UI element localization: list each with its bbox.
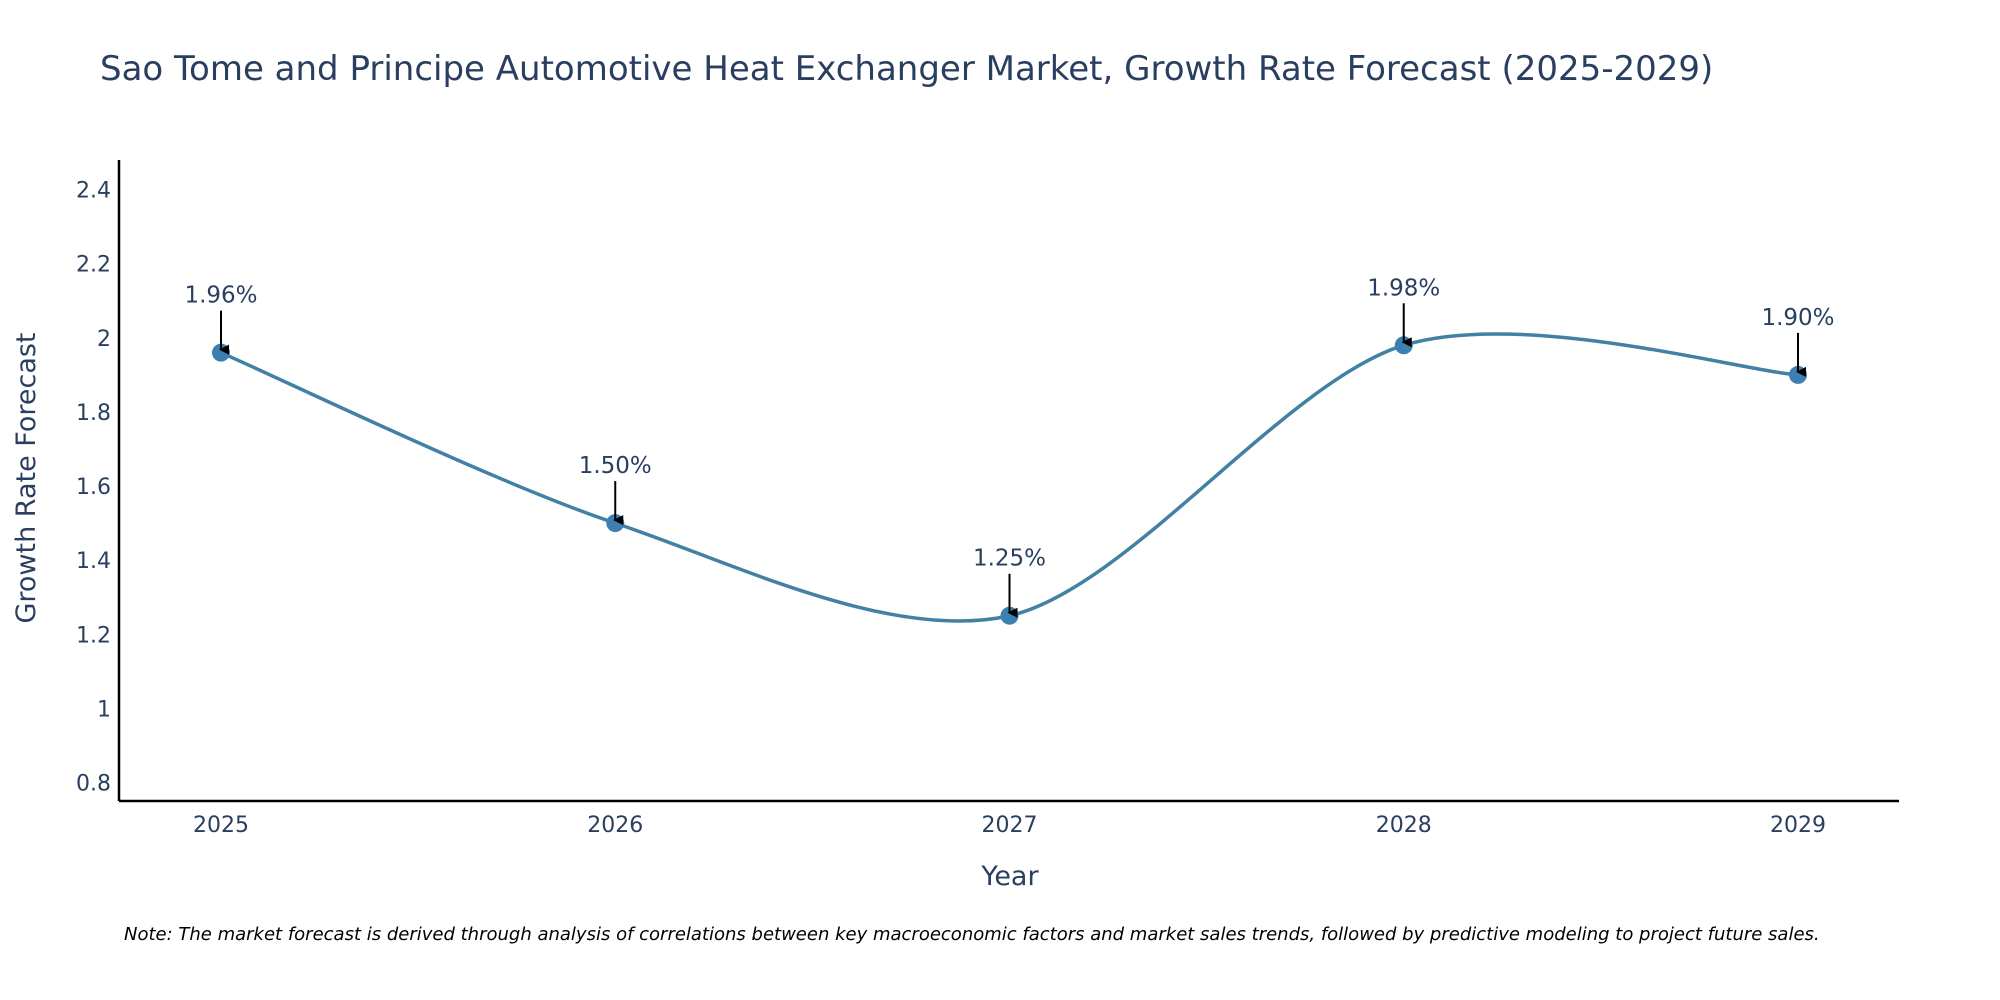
x-tick-label: 2026 <box>587 813 643 838</box>
y-axis-title: Growth Rate Forecast <box>11 332 42 623</box>
data-label: 1.90% <box>1761 305 1834 331</box>
y-axis-ticks: 0.8 1 1.2 1.4 1.6 1.8 2 2.2 2.4 <box>76 179 111 797</box>
x-tick-label: 2025 <box>193 813 249 838</box>
y-tick-label: 1.6 <box>76 475 111 500</box>
y-tick-label: 2 <box>97 327 111 352</box>
data-label: 1.25% <box>973 546 1046 572</box>
x-tick-label: 2028 <box>1376 813 1432 838</box>
y-tick-label: 1.4 <box>76 549 111 574</box>
data-label: 1.50% <box>579 453 652 479</box>
chart-title: Sao Tome and Principe Automotive Heat Ex… <box>100 49 1713 89</box>
x-tick-label: 2027 <box>982 813 1038 838</box>
y-tick-label: 0.8 <box>76 771 111 796</box>
y-tick-label: 1.2 <box>76 623 111 648</box>
data-annotations: 1.96% 1.50% 1.25% 1.98% 1.90% <box>184 275 1835 618</box>
y-tick-label: 2.2 <box>76 253 111 278</box>
y-tick-label: 2.4 <box>76 179 111 204</box>
data-label: 1.98% <box>1367 275 1440 301</box>
data-label: 1.96% <box>184 283 257 309</box>
x-axis-ticks: 2025 2026 2027 2028 2029 <box>193 813 1826 838</box>
y-tick-label: 1 <box>97 697 111 722</box>
x-axis-title: Year <box>980 861 1039 892</box>
x-tick-label: 2029 <box>1770 813 1826 838</box>
footnote: Note: The market forecast is derived thr… <box>124 924 1820 945</box>
y-tick-label: 1.8 <box>76 401 111 426</box>
